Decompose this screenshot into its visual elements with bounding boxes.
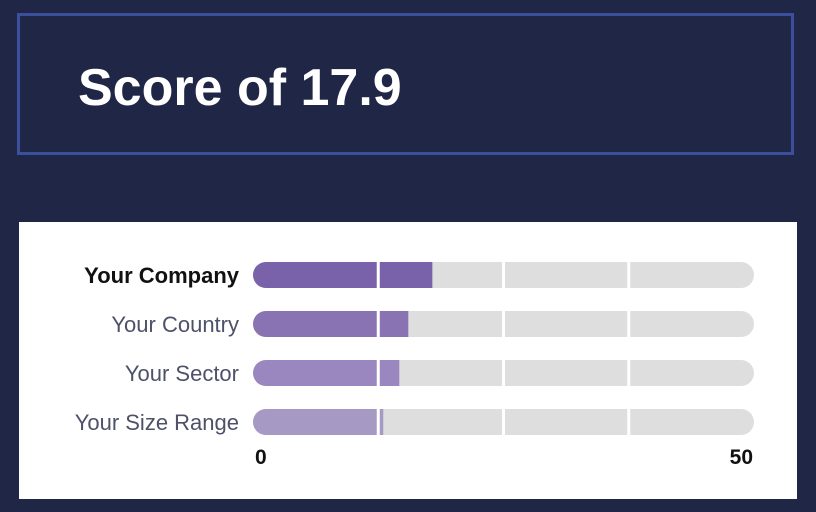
- score-title: Score of 17.9: [78, 59, 402, 117]
- tick-label-min: 0: [255, 446, 267, 469]
- category-label-your-country: Your Country: [111, 312, 239, 337]
- category-label-your-company: Your Company: [84, 263, 240, 288]
- category-label-your-sector: Your Sector: [125, 361, 239, 386]
- score-panel: Score of 17.9: [17, 13, 794, 155]
- bar-your-size-range: [253, 409, 384, 435]
- benchmark-bar-chart: Your Company Your Country Your Sector Your …: [75, 260, 754, 469]
- bar-your-sector: [253, 360, 400, 386]
- tick-label-max: 50: [730, 446, 753, 469]
- bar-your-company: [253, 262, 433, 288]
- bar-your-country: [253, 311, 409, 337]
- benchmark-chart-card: Your Company Your Country Your Sector Your …: [19, 222, 797, 499]
- category-label-your-size-range: Your Size Range: [75, 410, 239, 435]
